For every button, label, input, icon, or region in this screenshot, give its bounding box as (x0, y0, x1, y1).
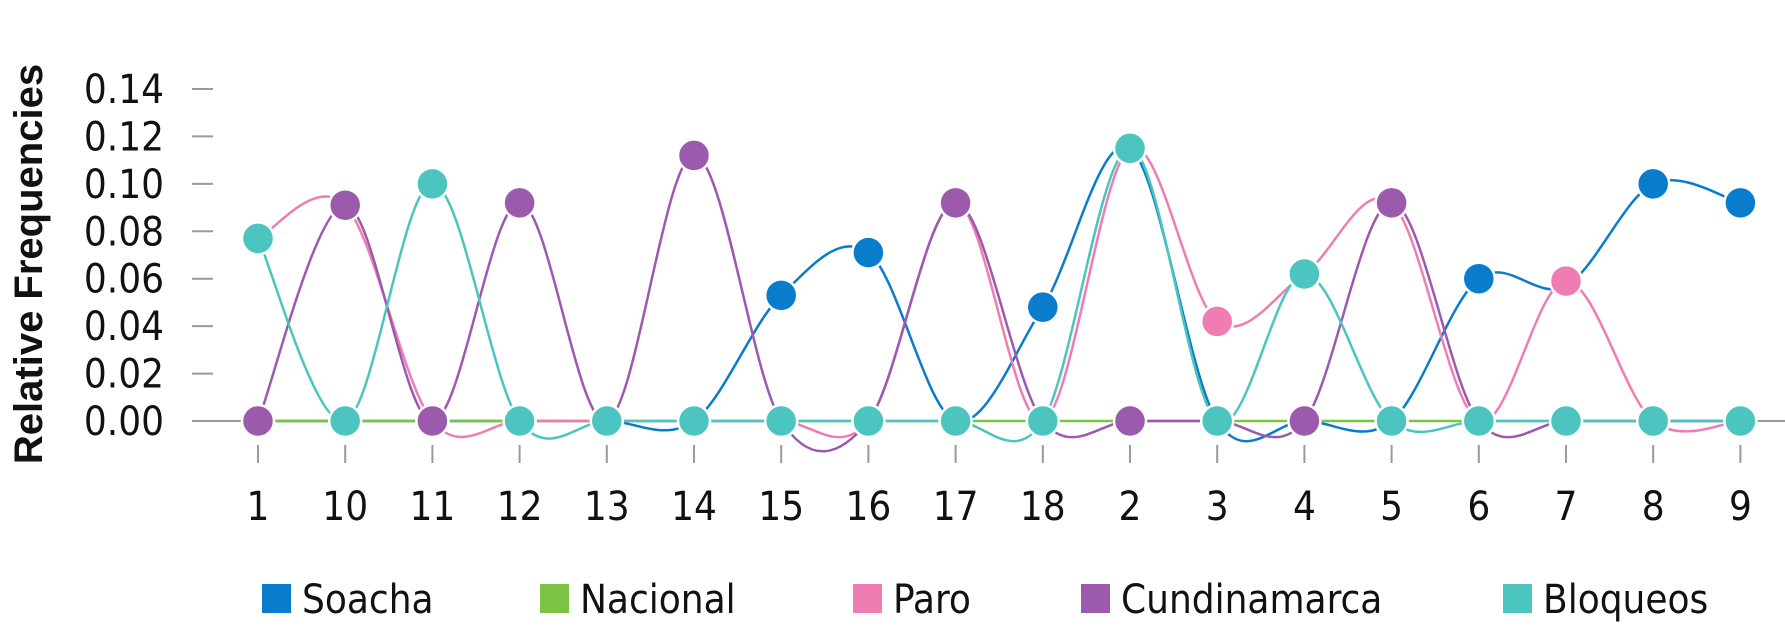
data-point-bloqueos (1374, 403, 1409, 439)
data-point-bloqueos (1635, 403, 1671, 439)
legend-swatch (1081, 584, 1110, 613)
x-tick-label: 3 (1206, 484, 1229, 530)
legend-swatch (853, 584, 882, 613)
y-axis-title: Relative Frequencies (7, 64, 51, 464)
x-tick-label: 11 (410, 484, 456, 530)
x-tick-label: 13 (584, 484, 630, 530)
legend-label: Nacional (580, 577, 736, 623)
data-point-paro (1548, 263, 1584, 299)
y-tick-label: 0.00 (84, 399, 164, 445)
data-point-cundinamarca (1287, 403, 1322, 439)
x-tick-label: 9 (1729, 484, 1752, 530)
data-point-bloqueos (1287, 256, 1322, 292)
x-tick-label: 14 (671, 484, 717, 530)
data-point-bloqueos (1461, 403, 1497, 439)
legend-label: Soacha (302, 577, 434, 623)
y-tick-label: 0.06 (84, 257, 164, 303)
x-tick-label: 18 (1020, 484, 1066, 530)
x-tick-label: 2 (1119, 484, 1142, 530)
data-point-bloqueos (938, 403, 973, 439)
legend-swatch (1503, 584, 1532, 613)
data-point-soacha (1461, 261, 1497, 296)
x-tick-label: 10 (322, 484, 368, 530)
y-tick-label: 0.08 (84, 209, 164, 255)
data-point-bloqueos (240, 221, 276, 256)
y-axis: 0.000.020.040.060.080.100.120.14 (84, 67, 213, 445)
y-tick-label: 0.10 (84, 162, 164, 208)
x-tick-label: 12 (497, 484, 543, 530)
y-tick-label: 0.14 (84, 67, 164, 113)
legend-label: Paro (893, 577, 971, 623)
data-point-cundinamarca (502, 185, 537, 221)
x-tick-label: 6 (1467, 484, 1490, 530)
x-tick-label: 7 (1555, 484, 1578, 530)
x-tick-label: 4 (1293, 484, 1316, 530)
y-tick-label: 0.12 (84, 114, 164, 160)
y-tick-label: 0.04 (84, 304, 164, 350)
data-point-bloqueos (502, 403, 537, 439)
data-point-soacha (1025, 289, 1061, 325)
series-lines (256, 145, 1741, 453)
series-line-bloqueos (256, 147, 1741, 443)
legend-swatch (262, 584, 291, 613)
data-point-soacha (851, 235, 886, 270)
x-tick-label: 8 (1642, 484, 1665, 530)
data-point-cundinamarca (415, 403, 450, 439)
data-point-bloqueos (327, 403, 363, 439)
data-point-cundinamarca (1374, 185, 1409, 221)
data-point-cundinamarca (240, 403, 276, 439)
series-markers (240, 131, 1758, 439)
data-point-soacha (1635, 166, 1671, 202)
x-tick-label: 1 (247, 484, 270, 530)
data-point-bloqueos (851, 403, 886, 439)
data-point-bloqueos (763, 403, 799, 439)
x-axis: 1 10 11 12 13 14 15 16 17 18 2 3 4 5 6 7 8 9 (192, 420, 1785, 530)
data-point-cundinamarca (676, 138, 712, 173)
legend-label: Bloqueos (1543, 577, 1708, 623)
data-point-bloqueos (415, 166, 450, 202)
data-point-bloqueos (589, 403, 625, 439)
data-point-bloqueos (1723, 403, 1758, 439)
data-point-bloqueos (1025, 403, 1061, 439)
x-tick-label: 17 (933, 484, 979, 530)
x-tick-label: 16 (846, 484, 892, 530)
data-point-cundinamarca (1112, 403, 1148, 439)
data-point-soacha (763, 278, 799, 313)
legend-swatch (540, 584, 569, 613)
x-tick-label: 5 (1380, 484, 1403, 530)
legend: Soacha Nacional Paro Cundinamarca Bloqueos (262, 577, 1708, 623)
x-tick-label: 15 (758, 484, 804, 530)
data-point-cundinamarca (327, 187, 363, 223)
data-point-soacha (1723, 185, 1758, 221)
data-point-bloqueos (1548, 403, 1584, 439)
legend-label: Cundinamarca (1121, 577, 1382, 623)
data-point-bloqueos (676, 403, 712, 439)
data-point-bloqueos (1199, 403, 1235, 439)
data-point-cundinamarca (938, 185, 973, 221)
y-tick-label: 0.02 (84, 352, 164, 398)
data-point-paro (1199, 304, 1235, 339)
data-point-bloqueos (1112, 131, 1148, 166)
